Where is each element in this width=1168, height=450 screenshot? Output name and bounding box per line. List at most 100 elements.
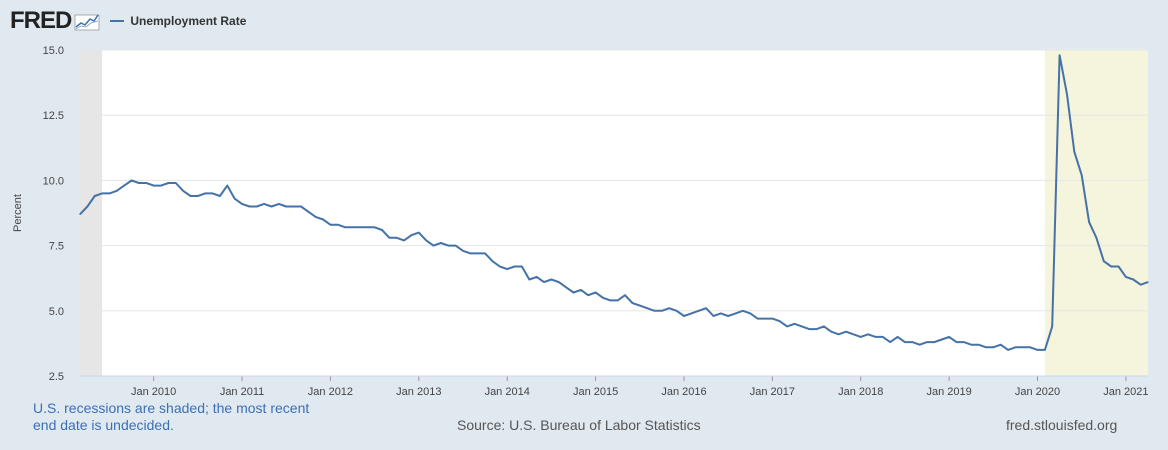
- data-point: [948, 336, 950, 338]
- data-point: [808, 328, 810, 330]
- chart-legend[interactable]: Unemployment Rate: [110, 14, 246, 28]
- data-point: [646, 307, 648, 309]
- data-point: [403, 239, 405, 241]
- data-point: [617, 299, 619, 301]
- fred-logo-graph-icon: [74, 11, 101, 31]
- x-tick-label: Jan 2015: [573, 386, 618, 398]
- x-tick-label: Jan 2010: [131, 386, 176, 398]
- data-point: [985, 346, 987, 348]
- data-point: [425, 239, 427, 241]
- data-point: [676, 310, 678, 312]
- data-point: [609, 299, 611, 301]
- data-point: [712, 315, 715, 317]
- data-point: [410, 234, 412, 236]
- data-point: [558, 281, 560, 283]
- data-point: [823, 325, 825, 327]
- data-point: [845, 331, 847, 333]
- data-point: [116, 190, 118, 192]
- data-point: [933, 341, 936, 343]
- x-tick-label: Jan 2018: [838, 386, 883, 398]
- data-point: [322, 218, 324, 221]
- data-point: [904, 341, 906, 343]
- y-tick-label: 2.5: [49, 371, 64, 383]
- data-point: [293, 205, 295, 208]
- data-point: [1073, 151, 1075, 153]
- recession-note-line2: end date is undecided.: [33, 417, 174, 433]
- data-point: [1103, 260, 1105, 262]
- data-point: [992, 346, 994, 348]
- data-point: [440, 242, 442, 244]
- legend-swatch: [110, 20, 125, 22]
- y-tick-label: 5.0: [49, 306, 64, 318]
- data-point: [1088, 221, 1090, 223]
- data-point: [1125, 276, 1127, 278]
- data-point: [882, 336, 884, 338]
- y-tick-label: 7.5: [49, 241, 64, 253]
- data-point: [86, 205, 88, 208]
- data-point: [867, 333, 869, 335]
- data-point: [1022, 346, 1024, 348]
- data-point: [278, 203, 280, 205]
- data-point: [528, 278, 530, 281]
- chart-header: FRED Unemployment Rate: [10, 6, 246, 36]
- data-point: [779, 320, 781, 322]
- data-point: [1036, 349, 1039, 351]
- data-point: [757, 318, 759, 320]
- data-point: [838, 333, 840, 335]
- fred-logo[interactable]: FRED: [10, 7, 101, 35]
- data-point: [329, 224, 331, 226]
- x-tick-label: Jan 2014: [485, 386, 530, 398]
- data-point: [874, 336, 877, 338]
- data-point: [1117, 265, 1120, 268]
- data-point: [175, 182, 177, 184]
- data-point: [897, 336, 899, 338]
- data-point: [484, 252, 486, 254]
- data-point: [639, 305, 641, 307]
- data-point: [491, 260, 494, 262]
- data-point: [248, 205, 250, 208]
- data-point: [256, 205, 258, 208]
- data-point: [160, 185, 162, 187]
- data-point: [366, 226, 368, 228]
- data-point: [1059, 54, 1061, 56]
- data-point: [145, 182, 147, 184]
- data-point: [587, 294, 589, 296]
- data-point: [469, 252, 471, 254]
- data-point: [1044, 349, 1046, 351]
- x-tick-label: Jan 2012: [308, 386, 353, 398]
- data-point: [101, 192, 103, 194]
- x-tick-label: Jan 2017: [750, 386, 795, 398]
- data-point: [1110, 265, 1112, 268]
- y-tick-label: 15.0: [43, 45, 64, 57]
- recession-shade: [1044, 50, 1148, 376]
- data-point: [889, 341, 891, 343]
- data-point: [344, 226, 346, 228]
- data-point: [219, 195, 221, 197]
- data-point: [764, 318, 766, 320]
- data-point: [234, 198, 236, 200]
- data-point: [919, 344, 921, 346]
- fred-site-link[interactable]: fred.stlouisfed.org: [1006, 417, 1118, 433]
- data-point: [860, 336, 862, 338]
- recession-note-line1: U.S. recessions are shaded; the most rec…: [33, 400, 310, 416]
- recession-note: U.S. recessions are shaded; the most rec…: [33, 400, 333, 434]
- data-point: [359, 226, 361, 228]
- data-point: [565, 286, 567, 288]
- data-point: [204, 192, 206, 194]
- data-point: [374, 226, 376, 228]
- data-point: [734, 312, 737, 314]
- data-point: [683, 315, 685, 317]
- data-point: [521, 265, 523, 268]
- data-point: [690, 312, 692, 314]
- x-tick-label: Jan 2011: [220, 386, 264, 398]
- data-point: [418, 232, 420, 234]
- data-point: [668, 307, 670, 309]
- data-point: [462, 250, 464, 252]
- data-point: [705, 307, 707, 309]
- data-point: [432, 245, 435, 247]
- data-point: [396, 237, 398, 239]
- data-point: [123, 185, 125, 187]
- data-point: [970, 344, 972, 346]
- data-point: [816, 328, 818, 330]
